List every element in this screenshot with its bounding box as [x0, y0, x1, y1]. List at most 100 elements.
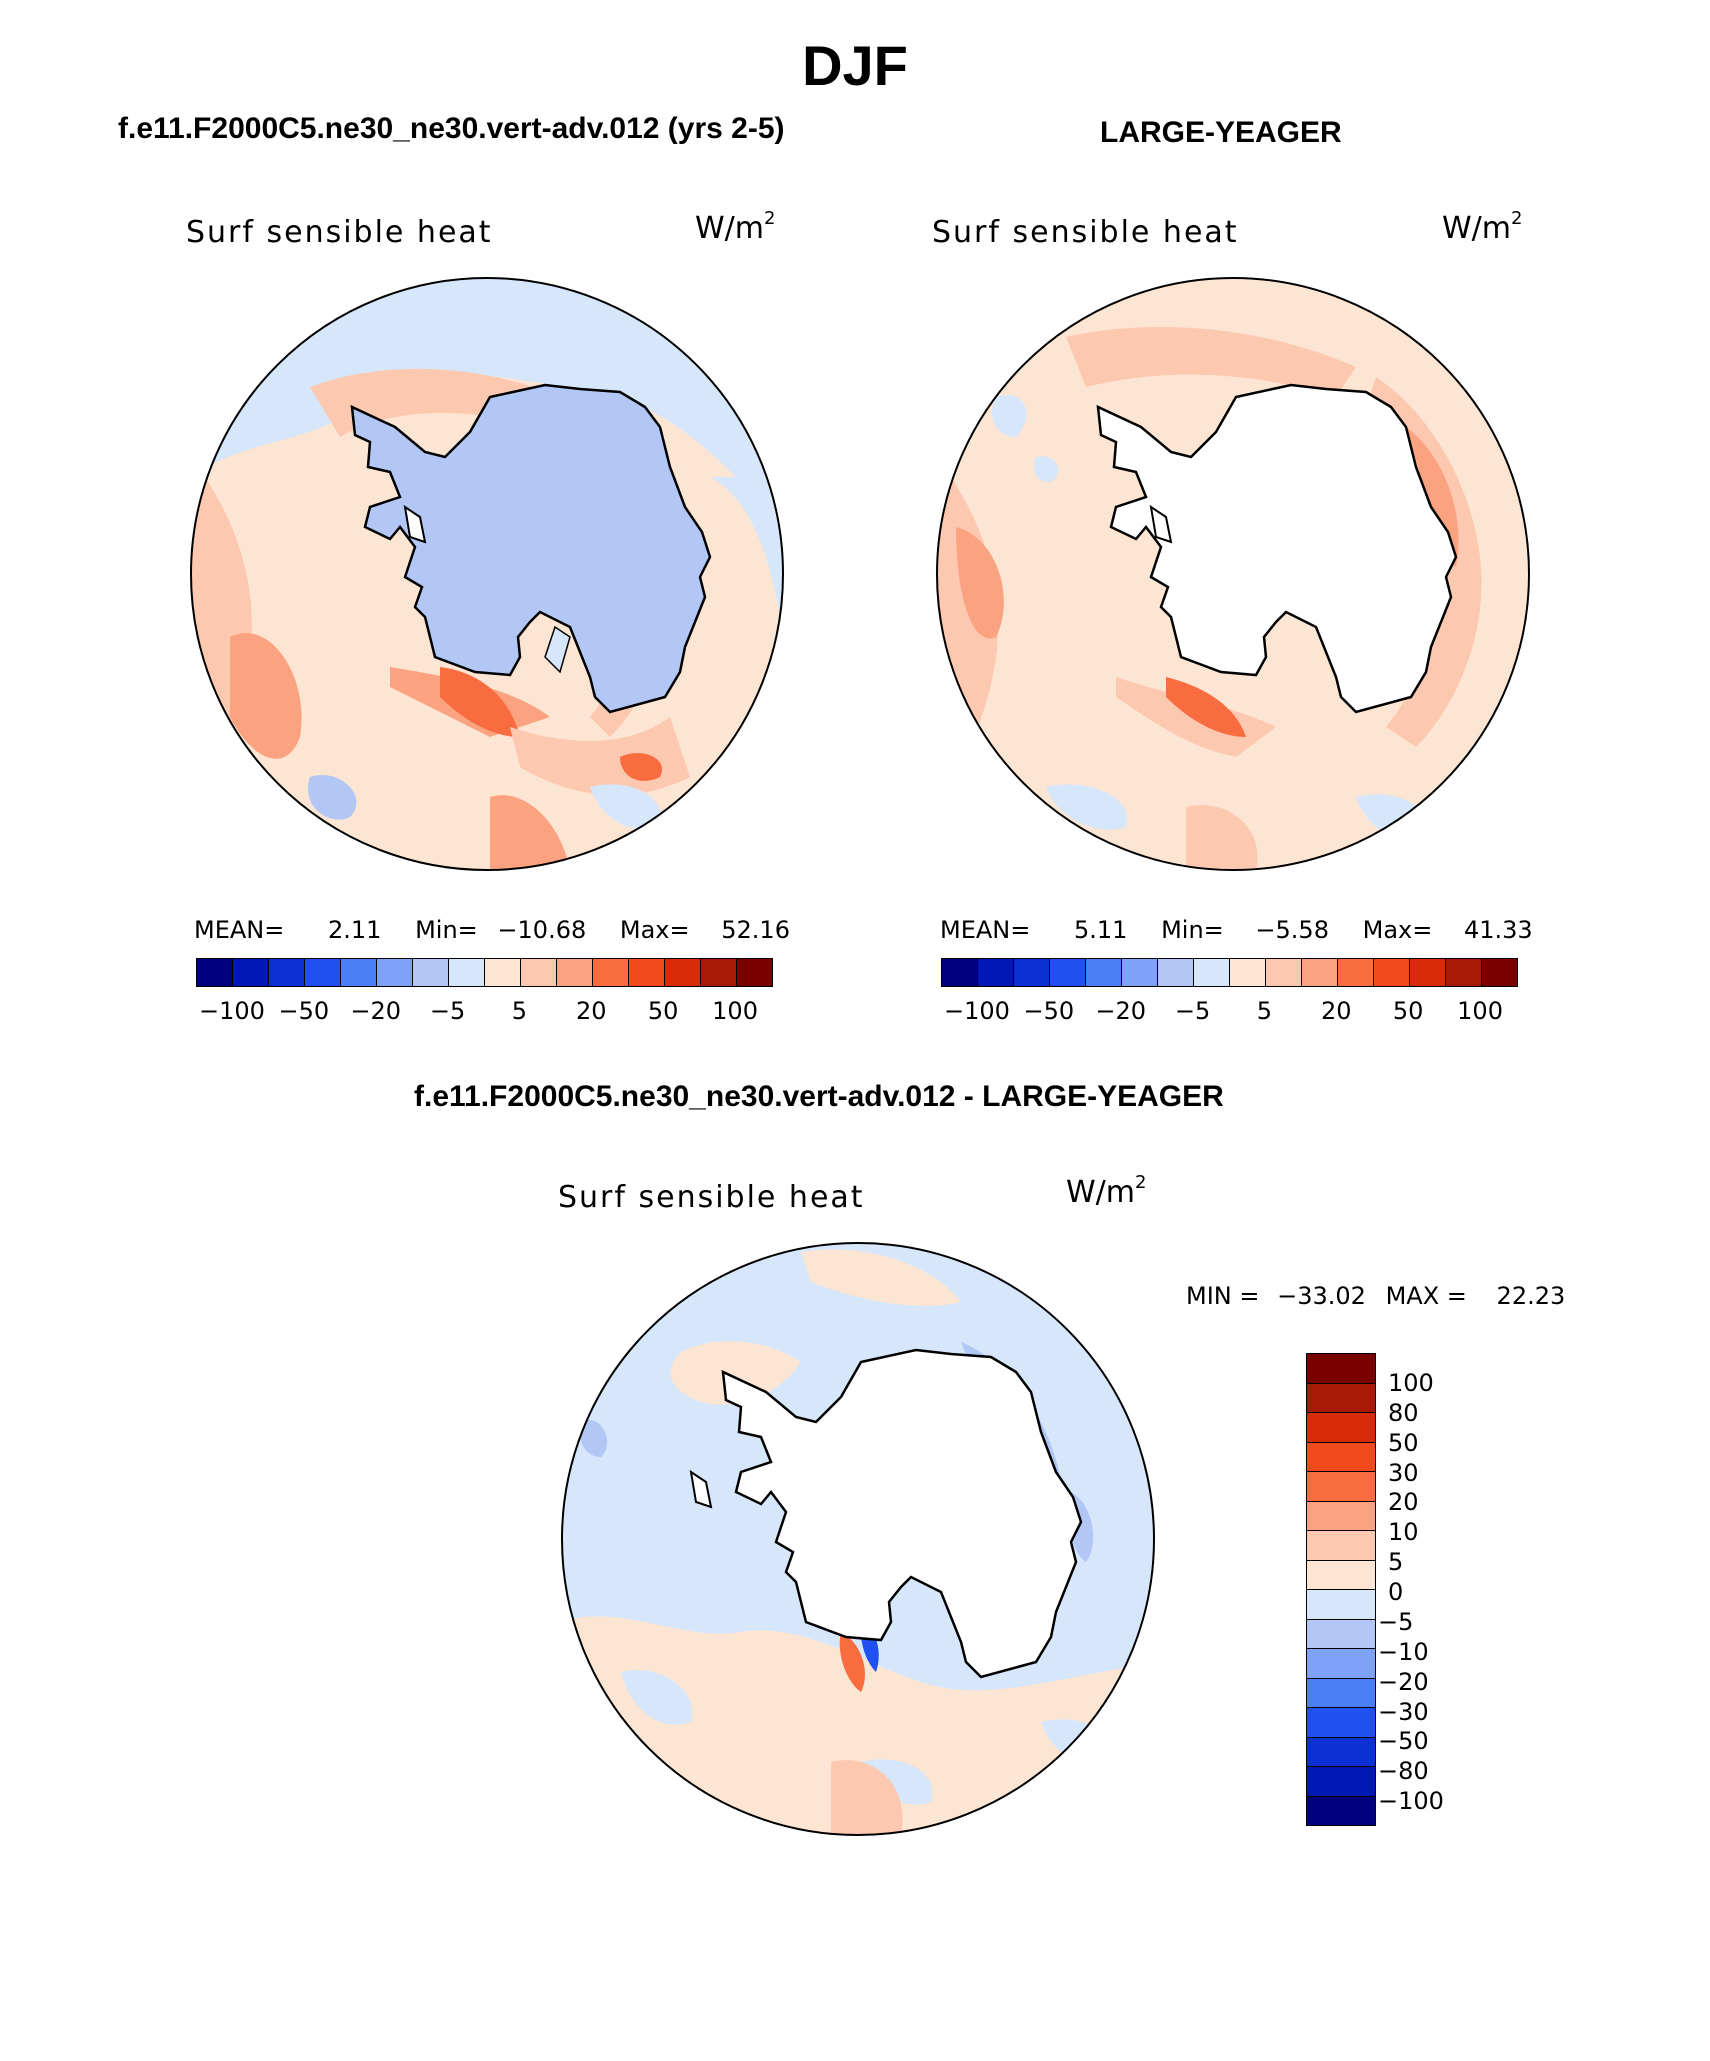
units-label: W/m2: [1442, 208, 1523, 246]
stats-model: MEAN= 2.11 Min= −10.68 Max= 52.16: [194, 916, 790, 944]
antarctica-coastline: [1096, 383, 1458, 714]
colorbar-segment: [449, 959, 485, 986]
antarctica-coastline: [350, 383, 712, 714]
colorbar-segment: [593, 959, 629, 986]
colorbar-segment: [1014, 959, 1050, 986]
colorbar-segment: [1307, 1590, 1375, 1620]
colorbar-segment: [737, 959, 772, 986]
panel-title-obs: LARGE-YEAGER: [1100, 116, 1342, 149]
colorbar-segment: [521, 959, 557, 986]
colorbar-model: [196, 958, 773, 987]
colorbar-segment: [1307, 1796, 1375, 1825]
colorbar-segment: [1482, 959, 1517, 986]
stats-obs: MEAN= 5.11 Min= −5.58 Max= 41.33: [940, 916, 1533, 944]
colorbar-tick-label: 100: [712, 997, 758, 1025]
stats-difference: MIN = −33.02 MAX = 22.23: [1186, 1282, 1566, 1310]
colorbar-tick-label: −10: [1378, 1637, 1429, 1666]
colorbar-tick-label: −50: [1378, 1727, 1429, 1756]
colorbar-segment: [1086, 959, 1122, 986]
colorbar-segment: [1307, 1383, 1375, 1413]
colorbar-tick-label: −5: [1378, 1607, 1414, 1636]
colorbar-tick-label: −20: [1095, 997, 1147, 1025]
panel-title-model: f.e11.F2000C5.ne30_ne30.vert-adv.012 (yr…: [118, 112, 785, 145]
colorbar-segment: [1338, 959, 1374, 986]
colorbar-segment: [305, 959, 341, 986]
colorbar-segment: [1266, 959, 1302, 986]
colorbar-tick-label: −100: [943, 997, 1010, 1025]
colorbar-segment: [701, 959, 737, 986]
colorbar-segment: [341, 959, 377, 986]
colorbar-tick-label: 100: [1457, 997, 1503, 1025]
colorbar-segment: [942, 959, 978, 986]
colorbar-segment: [1374, 959, 1410, 986]
colorbar-segment: [1410, 959, 1446, 986]
colorbar-segment: [377, 959, 413, 986]
colorbar-segment: [1307, 1442, 1375, 1472]
variable-label: Surf sensible heat: [186, 215, 493, 250]
colorbar-segment: [978, 959, 1014, 986]
colorbar-tick-label: 5: [1388, 1548, 1404, 1577]
colorbar-tick-label: 30: [1388, 1458, 1419, 1487]
colorbar-segment: [1307, 1619, 1375, 1649]
colorbar-tick-label: 0: [1388, 1578, 1404, 1606]
colorbar-segment: [413, 959, 449, 986]
colorbar-tick-label: 80: [1388, 1398, 1419, 1427]
colorbar-segment: [1307, 1708, 1375, 1738]
units-label: W/m2: [1066, 1172, 1147, 1210]
colorbar-segment: [1122, 959, 1158, 986]
colorbar-segment: [1307, 1649, 1375, 1679]
colorbar-tick-label: 20: [1321, 997, 1352, 1025]
colorbar-tick-label: −5: [429, 997, 466, 1025]
colorbar-segment: [1307, 1413, 1375, 1443]
colorbar-ticks-difference: 100 80 50 30 20 10 5 0 −5 −10 −20 −30 −50 −80 −100: [1378, 1353, 1468, 1831]
colorbar-segment: [1307, 1737, 1375, 1767]
colorbar-segment: [629, 959, 665, 986]
colorbar-tick-label: −80: [1378, 1757, 1429, 1786]
colorbar-difference: [1306, 1353, 1376, 1826]
colorbar-tick-label: 20: [1388, 1488, 1419, 1517]
colorbar-tick-label: −50: [278, 997, 330, 1025]
difference-title: f.e11.F2000C5.ne30_ne30.vert-adv.012 - L…: [414, 1080, 1224, 1113]
colorbar-segment: [485, 959, 521, 986]
polar-map-model: [190, 277, 784, 871]
colorbar-segment: [557, 959, 593, 986]
colorbar-segment: [1307, 1531, 1375, 1561]
colorbar-segment: [665, 959, 701, 986]
colorbar-segment: [233, 959, 269, 986]
colorbar-segment: [1307, 1354, 1375, 1384]
antarctica-coastline: [721, 1348, 1083, 1679]
colorbar-tick-label: 50: [1388, 1428, 1419, 1457]
colorbar-tick-label: 5: [511, 997, 528, 1025]
colorbar-segment: [1050, 959, 1086, 986]
colorbar-tick-label: −20: [1378, 1667, 1429, 1696]
colorbar-tick-label: 20: [576, 997, 607, 1025]
colorbar-segment: [1446, 959, 1482, 986]
colorbar-segment: [1307, 1678, 1375, 1708]
figure-title: DJF: [802, 34, 908, 97]
colorbar-ticks-model: −100 −50 −20 −5 5 20 50 100: [196, 997, 771, 1027]
colorbar-segment: [1158, 959, 1194, 986]
colorbar-tick-label: −30: [1378, 1697, 1429, 1726]
colorbar-tick-label: −100: [198, 997, 265, 1025]
colorbar-segment: [1307, 1560, 1375, 1590]
colorbar-obs: [941, 958, 1518, 987]
colorbar-tick-label: 5: [1256, 997, 1273, 1025]
polar-map-difference: [561, 1242, 1155, 1836]
units-label: W/m2: [695, 208, 776, 246]
colorbar-segment: [1302, 959, 1338, 986]
polar-map-obs: [936, 277, 1530, 871]
colorbar-segment: [1307, 1472, 1375, 1502]
colorbar-tick-label: 100: [1388, 1368, 1434, 1397]
colorbar-tick-label: −20: [350, 997, 402, 1025]
colorbar-segment: [1194, 959, 1230, 986]
colorbar-tick-label: 50: [647, 997, 679, 1025]
colorbar-segment: [269, 959, 305, 986]
colorbar-segment: [1307, 1767, 1375, 1797]
colorbar-segment: [1307, 1501, 1375, 1531]
colorbar-segment: [197, 959, 233, 986]
colorbar-tick-label: −100: [1378, 1787, 1444, 1816]
colorbar-tick-label: 10: [1388, 1518, 1419, 1547]
colorbar-tick-label: −50: [1023, 997, 1075, 1025]
colorbar-tick-label: −5: [1174, 997, 1211, 1025]
colorbar-tick-label: 50: [1392, 997, 1424, 1025]
